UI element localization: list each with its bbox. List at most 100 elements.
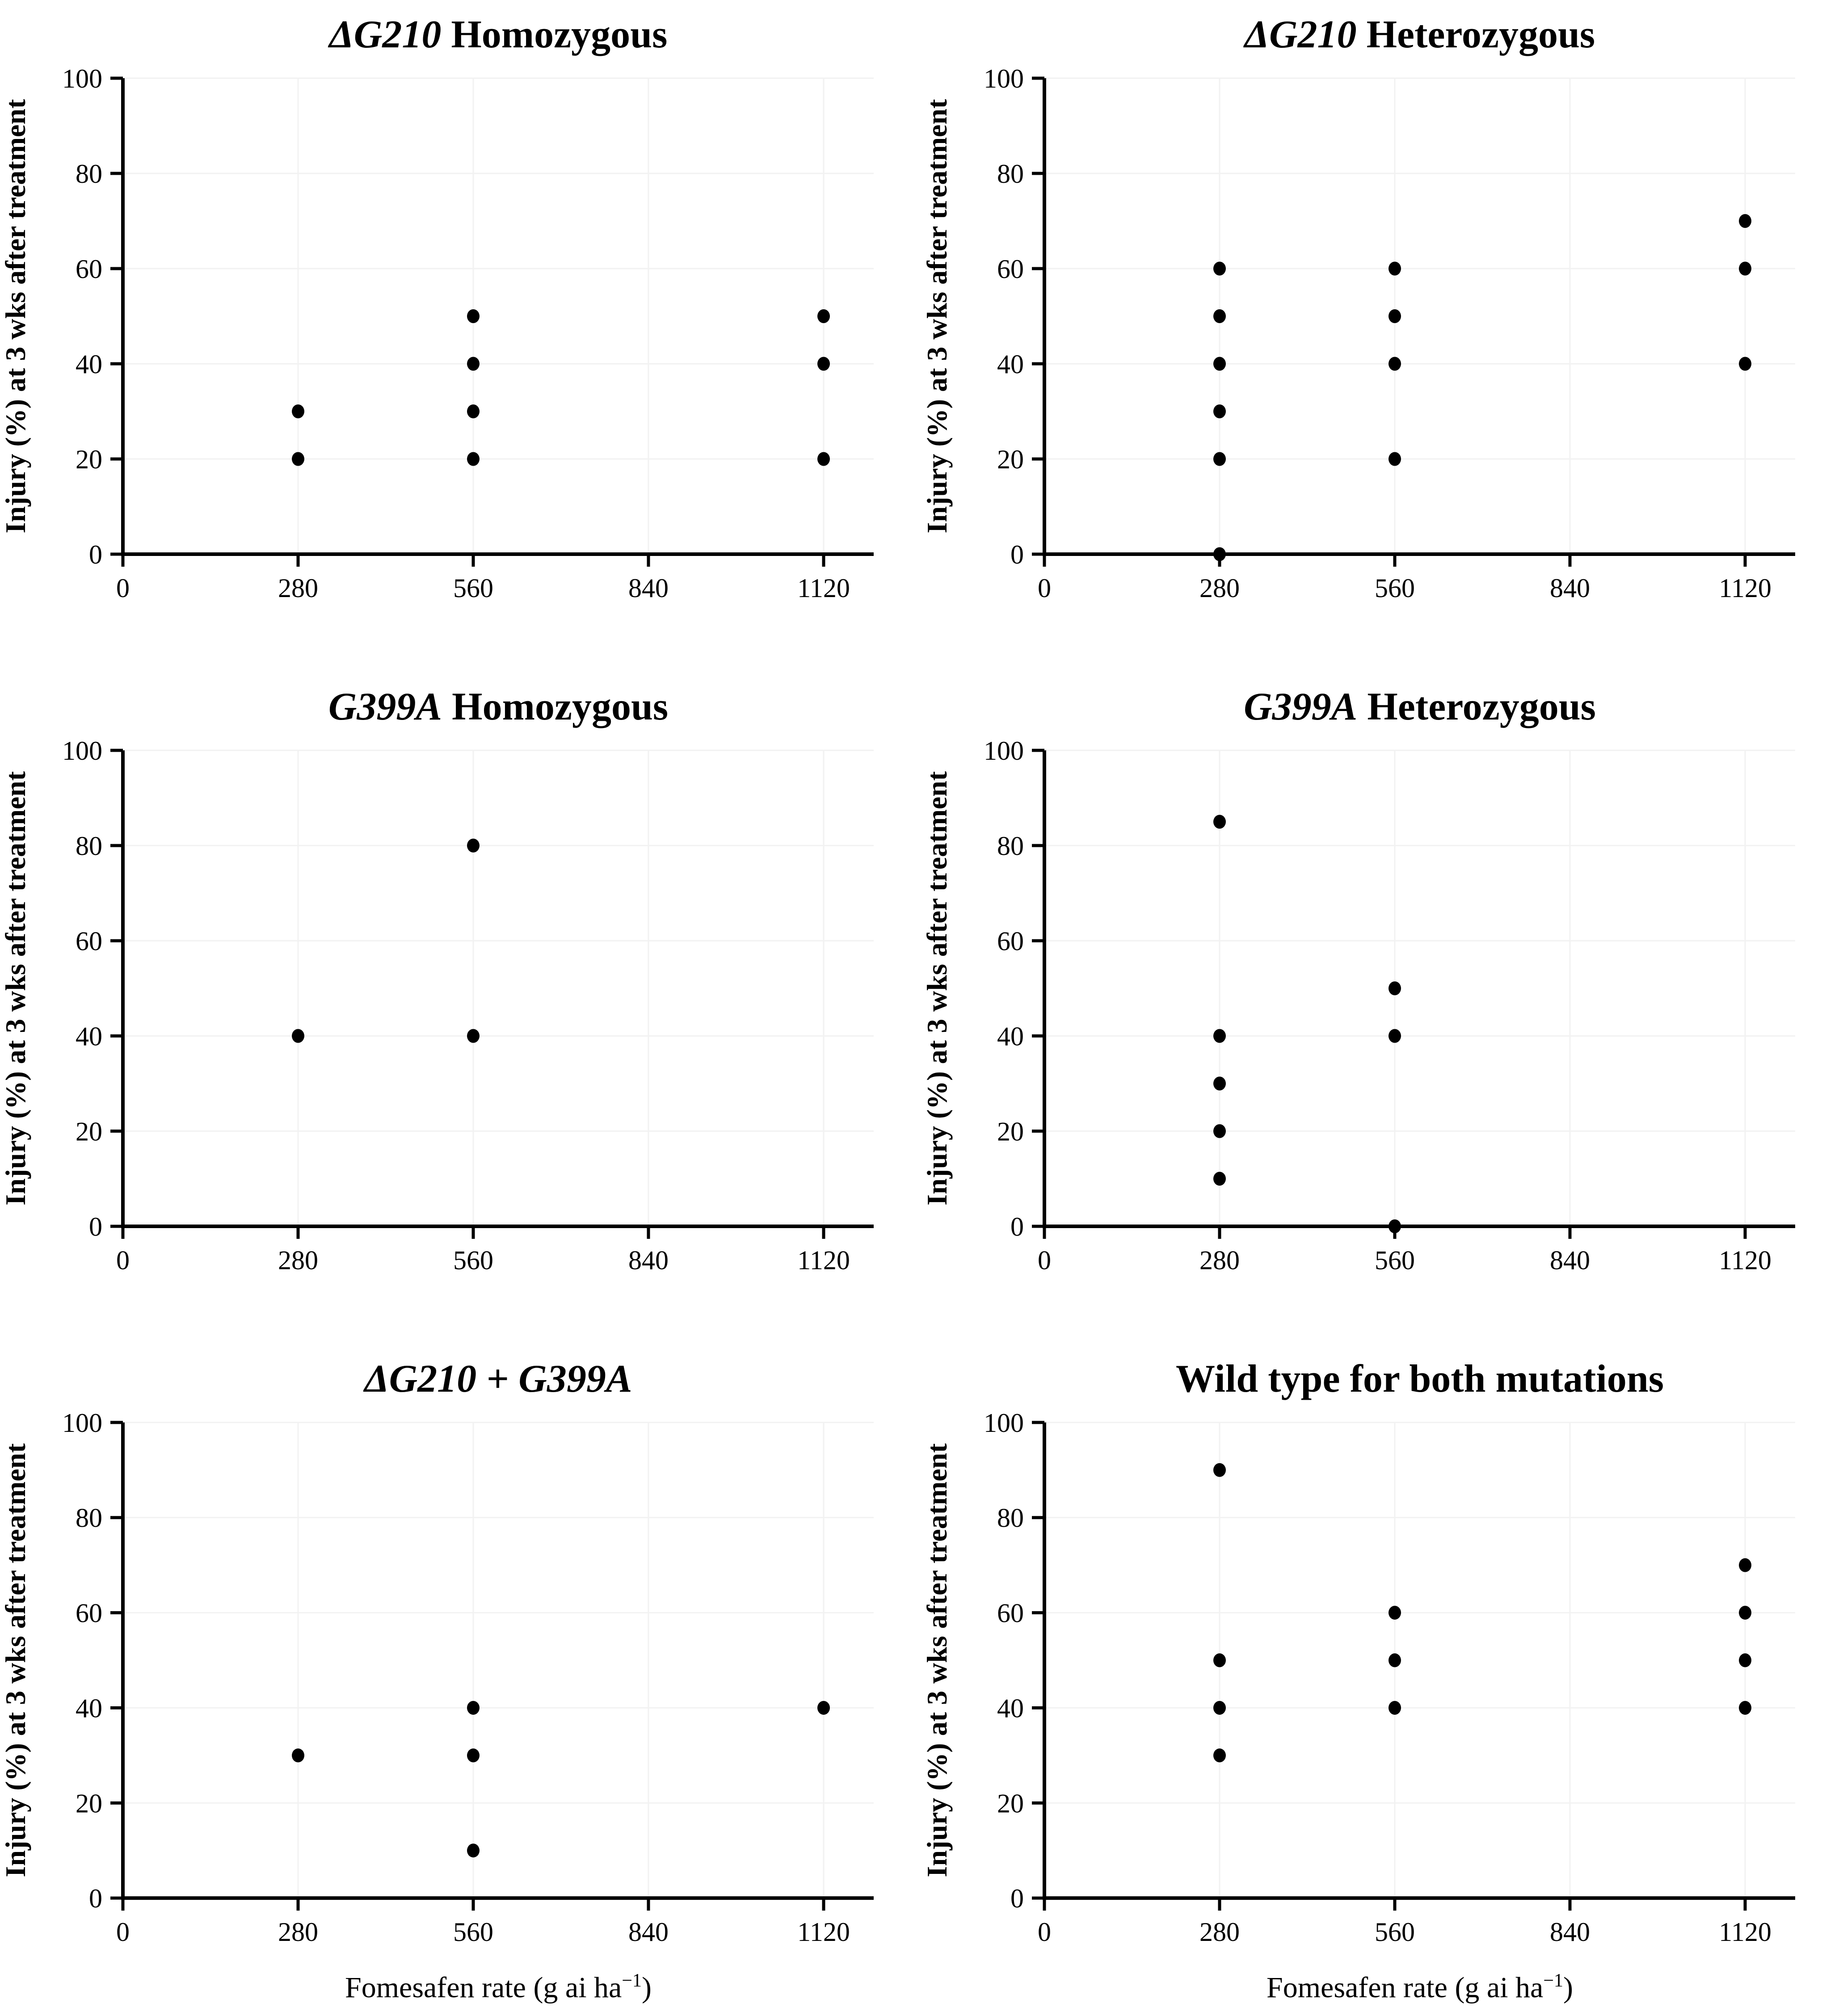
- x-tick-label: 280: [278, 1917, 318, 1947]
- data-point: [1739, 1606, 1751, 1620]
- y-axis-title: Injury (%) at 3 wks after treatment: [0, 1443, 31, 1877]
- panel-title: G399A Homozygous: [328, 685, 668, 728]
- x-tick-label: 1120: [1719, 573, 1771, 603]
- data-point: [1389, 1606, 1401, 1620]
- y-axis-title: Injury (%) at 3 wks after treatment: [0, 771, 31, 1205]
- y-tick-label: 0: [1010, 1884, 1024, 1913]
- chart-panel-dg210-plus-g399a: 0 20 40 60 80 100 0 280 560 840 1120 Injury (%) at …: [0, 1344, 922, 2016]
- data-point: [1389, 357, 1401, 371]
- data-point: [1213, 1172, 1226, 1186]
- x-tick-label: 560: [1375, 1917, 1415, 1947]
- data-point: [1739, 214, 1751, 228]
- y-tick-label: 100: [62, 1408, 102, 1438]
- x-tick-label: 280: [1199, 1246, 1240, 1275]
- x-tick-label: 840: [628, 573, 669, 603]
- data-point: [1389, 1219, 1401, 1233]
- data-point: [467, 309, 480, 323]
- data-point: [1739, 357, 1751, 371]
- x-tick-label: 840: [628, 1917, 669, 1947]
- data-point: [1213, 1653, 1226, 1667]
- x-axis-title: Fomesafen rate (g ai ha−1): [1267, 1970, 1573, 2004]
- dg210-homozygous-chart: 0 20 40 60 80 100 0 280 560 840 1120 Injury (%) at …: [0, 13, 874, 603]
- chart-panel-g399a-homozygous: 0 20 40 60 80 100 0 280 560 840 1120 Injury (%) at …: [0, 672, 922, 1344]
- data-point: [1213, 1029, 1226, 1043]
- y-tick-label: 60: [997, 1599, 1024, 1628]
- x-axis-title: Fomesafen rate (g ai ha−1): [345, 1970, 652, 2004]
- data-point: [1389, 981, 1401, 995]
- data-point: [467, 1700, 480, 1715]
- x-tick-label: 0: [116, 573, 130, 603]
- x-tick-label: 1120: [797, 1917, 850, 1947]
- chart-panel-dg210-homozygous: 0 20 40 60 80 100 0 280 560 840 1120 Injury (%) at …: [0, 0, 922, 672]
- x-tick-label: 560: [1375, 573, 1415, 603]
- data-point: [1739, 1700, 1751, 1715]
- data-point: [1389, 309, 1401, 323]
- x-tick-label: 1120: [797, 1246, 850, 1275]
- data-point: [817, 357, 830, 371]
- x-tick-label: 560: [1375, 1246, 1415, 1275]
- x-tick-label: 1120: [1719, 1917, 1771, 1947]
- data-point: [1739, 261, 1751, 276]
- x-tick-label: 280: [278, 1246, 318, 1275]
- data-point: [467, 357, 480, 371]
- y-tick-label: 20: [997, 445, 1024, 474]
- y-tick-label: 20: [997, 1789, 1024, 1818]
- data-point: [1389, 261, 1401, 276]
- panel-title: Wild type for both mutations: [1176, 1357, 1664, 1401]
- y-tick-label: 20: [76, 1789, 102, 1818]
- data-point: [1213, 1077, 1226, 1090]
- data-point: [1213, 1748, 1226, 1763]
- y-tick-label: 100: [984, 736, 1024, 766]
- y-tick-label: 60: [76, 254, 102, 284]
- y-tick-label: 80: [997, 159, 1024, 189]
- x-tick-label: 0: [1038, 1246, 1051, 1275]
- data-point: [467, 404, 480, 418]
- y-tick-label: 80: [76, 1503, 102, 1533]
- data-point: [1213, 547, 1226, 561]
- data-point: [467, 1843, 480, 1858]
- x-tick-label: 1120: [1719, 1246, 1771, 1275]
- data-point: [1739, 1558, 1751, 1572]
- y-tick-label: 40: [76, 1022, 102, 1051]
- data-point: [1213, 309, 1226, 323]
- data-point: [1213, 1700, 1226, 1715]
- y-axis-title: Injury (%) at 3 wks after treatment: [922, 771, 953, 1205]
- y-tick-label: 80: [76, 831, 102, 861]
- y-tick-label: 40: [76, 1693, 102, 1723]
- y-tick-label: 60: [76, 926, 102, 956]
- data-point: [1213, 1124, 1226, 1138]
- data-point: [467, 1029, 480, 1043]
- wild-type-chart: 0 20 40 60 80 100 0 280 560 840 1120 Injury (%) at …: [922, 1357, 1795, 2004]
- x-tick-label: 280: [278, 573, 318, 603]
- data-point: [1389, 1653, 1401, 1667]
- data-point: [1739, 1653, 1751, 1667]
- x-tick-label: 560: [453, 1246, 493, 1275]
- data-point: [1213, 815, 1226, 829]
- y-tick-label: 40: [997, 1022, 1024, 1051]
- y-axis-title: Injury (%) at 3 wks after treatment: [0, 99, 31, 533]
- y-tick-label: 0: [89, 1884, 102, 1913]
- chart-panel-dg210-heterozygous: 0 20 40 60 80 100 0 280 560 840 1120 Injury (%) at …: [922, 0, 1843, 672]
- x-tick-label: 0: [1038, 573, 1051, 603]
- y-tick-label: 0: [89, 1212, 102, 1242]
- x-tick-label: 840: [628, 1246, 669, 1275]
- y-tick-label: 60: [997, 926, 1024, 956]
- y-tick-label: 60: [76, 1599, 102, 1628]
- y-tick-label: 60: [997, 254, 1024, 284]
- data-point: [1213, 1463, 1226, 1477]
- data-point: [1213, 452, 1226, 466]
- g399a-homozygous-chart: 0 20 40 60 80 100 0 280 560 840 1120 Injury (%) at …: [0, 685, 874, 1275]
- x-tick-label: 280: [1199, 573, 1240, 603]
- g399a-heterozygous-chart: 0 20 40 60 80 100 0 280 560 840 1120 Injury (%) at …: [922, 685, 1795, 1275]
- data-point: [292, 1029, 304, 1043]
- y-tick-label: 0: [1010, 1212, 1024, 1242]
- y-axis-title: Injury (%) at 3 wks after treatment: [922, 99, 953, 533]
- x-tick-label: 560: [453, 1917, 493, 1947]
- y-tick-label: 40: [76, 349, 102, 379]
- data-point: [1213, 404, 1226, 418]
- data-point: [1213, 357, 1226, 371]
- panel-title: G399A Heterozygous: [1244, 685, 1596, 728]
- data-point: [292, 452, 304, 466]
- data-point: [467, 838, 480, 853]
- x-tick-label: 1120: [797, 573, 850, 603]
